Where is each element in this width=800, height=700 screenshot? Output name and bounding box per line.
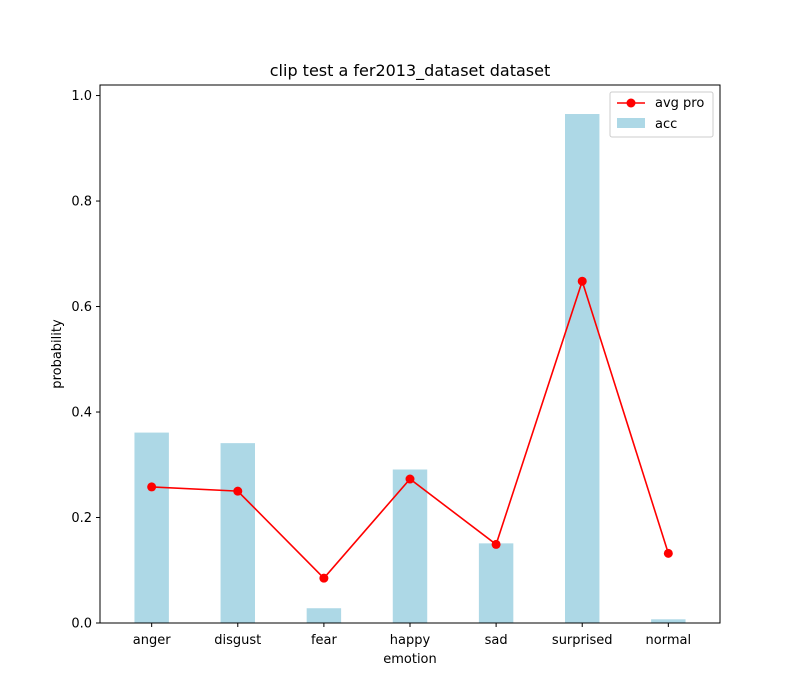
y-tick-label: 0.2 <box>71 511 92 526</box>
point-avg-pro-happy <box>405 474 415 484</box>
y-tick-label: 1.0 <box>71 89 92 104</box>
bar-disgust <box>220 443 255 623</box>
bar-surprised <box>565 114 600 624</box>
point-avg-pro-normal <box>663 548 673 558</box>
bar-anger <box>134 432 169 623</box>
point-avg-pro-fear <box>319 573 329 583</box>
x-tick-label-surprised: surprised <box>552 633 613 648</box>
plot-area <box>134 114 686 624</box>
bar-normal <box>651 619 686 623</box>
chart-title: clip test a fer2013_dataset dataset <box>270 61 550 81</box>
y-tick-label: 0.8 <box>71 195 92 210</box>
x-tick-label-happy: happy <box>390 633 431 648</box>
legend-label-avg-pro: avg pro <box>655 96 704 111</box>
x-axis: anger disgust fear happy sad surprised normal <box>133 623 691 648</box>
point-avg-pro-anger <box>147 482 157 492</box>
bar-sad <box>478 543 514 623</box>
x-tick-label-sad: sad <box>485 633 508 648</box>
point-avg-pro-surprised <box>577 276 587 286</box>
point-avg-pro-sad <box>491 539 501 549</box>
y-tick-label: 0.0 <box>71 617 92 632</box>
y-tick-label: 0.4 <box>71 406 92 421</box>
x-tick-label-disgust: disgust <box>214 633 261 648</box>
y-axis: 0.0 0.2 0.4 0.6 0.8 1.0 <box>71 89 100 632</box>
y-tick-label: 0.6 <box>71 300 92 315</box>
legend-label-acc: acc <box>655 117 677 132</box>
x-tick-label-normal: normal <box>646 633 692 648</box>
x-tick-label-anger: anger <box>133 633 171 648</box>
legend-marker-swatch <box>626 98 636 108</box>
y-axis-label: probability <box>50 319 65 389</box>
point-avg-pro-disgust <box>233 486 243 496</box>
bar-fear <box>306 608 342 623</box>
legend: avg pro acc <box>609 91 714 138</box>
x-axis-label: emotion <box>383 652 437 667</box>
bar-happy <box>392 469 428 623</box>
legend-bar-swatch <box>617 118 645 128</box>
x-tick-label-fear: fear <box>311 633 338 648</box>
